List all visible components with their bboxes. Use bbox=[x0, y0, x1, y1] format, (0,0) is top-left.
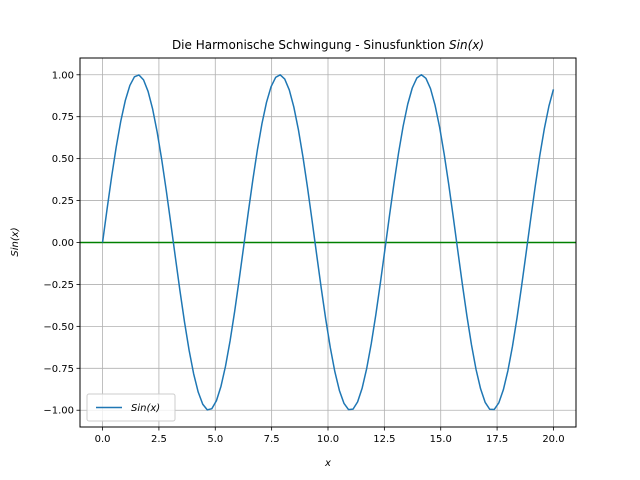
x-tick-label: 5.0 bbox=[207, 434, 223, 445]
y-axis-ticks: −1.00 −0.75 −0.50 −0.25 0.00 0.25 0.50 0.75 1.00 bbox=[43, 70, 80, 417]
y-tick-label: −0.25 bbox=[43, 280, 74, 291]
chart-title: Die Harmonische Schwingung - Sinusfunkti… bbox=[172, 38, 484, 52]
x-tick-label: 10.0 bbox=[317, 434, 339, 445]
x-tick-label: 17.5 bbox=[486, 434, 508, 445]
x-tick-label: 0.0 bbox=[95, 434, 111, 445]
y-tick-label: 1.00 bbox=[52, 70, 74, 81]
x-tick-label: 2.5 bbox=[151, 434, 167, 445]
y-tick-label: 0.25 bbox=[52, 196, 74, 207]
y-tick-label: 0.00 bbox=[52, 238, 74, 249]
y-tick-label: −0.75 bbox=[43, 364, 74, 375]
legend: Sin(x) bbox=[86, 393, 176, 422]
x-tick-label: 15.0 bbox=[430, 434, 452, 445]
series-line-sin bbox=[101, 74, 555, 411]
y-tick-label: 0.75 bbox=[52, 112, 74, 123]
y-tick-label: −1.00 bbox=[43, 406, 74, 417]
x-axis-label: x bbox=[324, 458, 331, 469]
legend-box bbox=[86, 393, 176, 422]
y-axis-label: Sin(x) bbox=[10, 227, 21, 256]
legend-label-sin: Sin(x) bbox=[131, 403, 160, 414]
x-tick-label: 7.5 bbox=[264, 434, 280, 445]
y-tick-label: −0.50 bbox=[43, 322, 74, 333]
x-tick-label: 12.5 bbox=[373, 434, 395, 445]
x-tick-label: 20.0 bbox=[542, 434, 564, 445]
y-tick-label: 0.50 bbox=[52, 154, 74, 165]
x-axis-ticks: 0.0 2.5 5.0 7.5 10.0 12.5 15.0 17.5 20.0 bbox=[95, 427, 565, 445]
